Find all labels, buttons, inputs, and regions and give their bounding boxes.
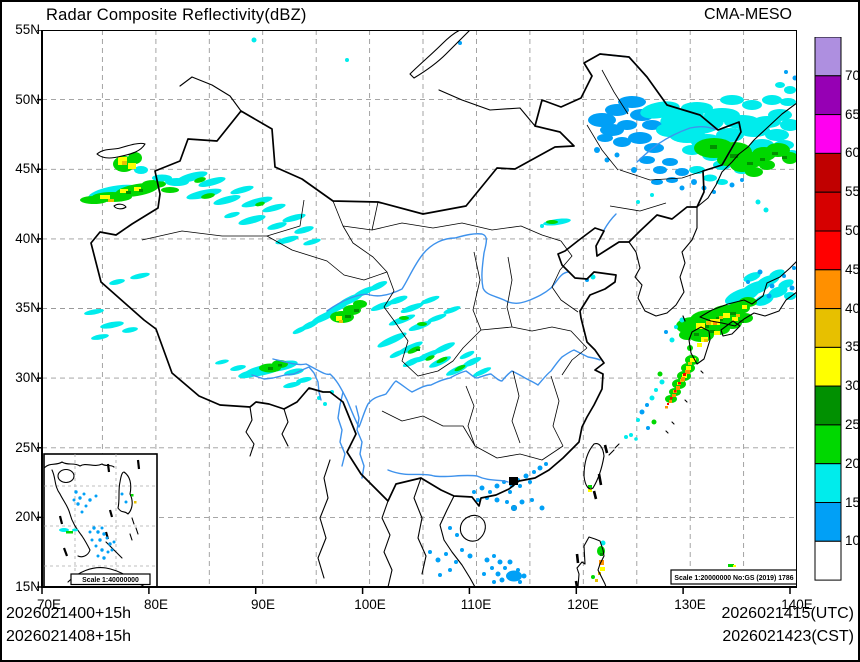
colorbar-segment-15-20 — [814, 463, 842, 504]
map-frame — [41, 30, 797, 588]
lon-tick-100e: 100E — [354, 597, 386, 612]
lat-tick-40n: 40N — [15, 231, 40, 246]
national-borders — [90, 53, 742, 507]
colorbar-segment-lt10 — [814, 540, 842, 581]
echo-south-china-coast — [472, 462, 548, 511]
map-scale-box: Scale 1:20000000 No:GS (2019) 1786 — [670, 564, 797, 585]
axis-ticks-bottom — [41, 587, 791, 594]
colorbar-segment-60-65 — [814, 114, 842, 154]
lon-tick-70e: 70E — [36, 597, 62, 612]
cb-label-30: 30 — [845, 378, 860, 393]
axis-ticks-left — [37, 30, 42, 588]
cb-label-25: 25 — [845, 417, 860, 432]
colorbar-segment-10-15 — [814, 502, 842, 542]
lon-tick-130e: 130E — [674, 597, 706, 612]
lat-tick-30n: 30N — [15, 370, 40, 385]
cb-label-65: 65 — [845, 107, 860, 122]
inset-map: Scale 1:40000000 — [43, 453, 158, 587]
colorbar-segment-45-50 — [814, 230, 842, 271]
init-time-cst: 2026021408+15h — [6, 627, 132, 645]
echo-northern-xinjiang — [80, 152, 189, 204]
colorbar-segment-40-45 — [814, 269, 842, 310]
cb-label-20: 20 — [845, 456, 860, 471]
init-time-utc: 2026021400+15h — [6, 605, 132, 622]
cb-label-60: 60 — [845, 145, 860, 160]
cb-label-70: 70 — [845, 68, 860, 83]
page-title: Radar Composite Reflectivity(dBZ) — [46, 6, 307, 24]
lat-tick-55n: 55N — [15, 22, 40, 37]
echo-luzon — [591, 540, 606, 582]
cb-label-45: 45 — [845, 262, 860, 277]
lat-tick-25n: 25N — [15, 440, 40, 455]
cb-label-35: 35 — [845, 339, 860, 354]
lat-tick-35n: 35N — [15, 300, 40, 315]
nine-dash-line — [574, 444, 609, 587]
lon-tick-120e: 120E — [567, 597, 599, 612]
colorbar-segment-gt70 — [814, 37, 842, 77]
colorbar-segment-30-35 — [814, 346, 842, 387]
inset-scale-box: Scale 1:40000000 — [70, 573, 151, 586]
echo-north-specks — [251, 37, 462, 62]
province-boundaries — [141, 69, 704, 461]
init-times: 2026021400+15h 2026021408+15h — [6, 603, 131, 648]
cb-label-50: 50 — [845, 223, 860, 238]
valid-times: 2026021415(UTC) 2026021423(CST) — [721, 603, 854, 648]
echo-northeast — [588, 70, 797, 213]
inset-nine-dash — [58, 459, 141, 557]
scale-box-echo-speck — [728, 564, 734, 567]
radar-echoes — [80, 37, 797, 584]
echo-sichuan-streaks — [317, 332, 492, 406]
model-name: CMA-MESO — [704, 6, 792, 23]
echo-east-xinjiang-streaks — [84, 171, 321, 340]
echo-taiwan — [588, 433, 638, 492]
inset-echoes — [59, 490, 137, 560]
lon-tick-110e: 110E — [460, 597, 492, 612]
lat-tick-15n: 15N — [15, 579, 40, 594]
colorbar-segment-25-30 — [814, 385, 842, 426]
cb-label-55: 55 — [845, 184, 860, 199]
colorbar-segment-20-25 — [814, 424, 842, 465]
cb-label-15: 15 — [845, 495, 860, 510]
echo-ryukyu-line — [636, 355, 699, 430]
colorbar-segment-65-70 — [814, 75, 842, 116]
pearl-river-delta-mark — [509, 477, 518, 485]
inset-scale-label: Scale 1:40000000 — [82, 577, 139, 584]
lon-tick-80e: 80E — [143, 597, 169, 612]
valid-time-cst: 2026021423(CST) — [722, 627, 854, 645]
map-scale-label: Scale 1:20000000 No:GS (2019) 1786 — [674, 575, 793, 582]
lon-tick-140e: 140E — [781, 597, 813, 612]
echo-south-china-sea — [428, 526, 527, 584]
lon-tick-90e: 90E — [250, 597, 276, 612]
valid-time-utc: 2026021415(UTC) — [721, 605, 854, 622]
inset-grid — [44, 454, 157, 587]
lat-tick-50n: 50N — [15, 92, 40, 107]
echo-tibet — [215, 359, 312, 389]
echo-central-china — [292, 280, 461, 335]
echo-hebei-streak — [540, 218, 596, 282]
map: Scale 1:40000000 Scale 1:20000000 No:GS … — [37, 30, 797, 594]
colorbar-segment-55-60 — [814, 152, 842, 193]
coastlines — [96, 30, 797, 587]
colorbar-segment-50-55 — [814, 191, 842, 232]
colorbar — [814, 37, 842, 581]
lat-tick-20n: 20N — [15, 509, 40, 524]
cb-label-40: 40 — [845, 301, 860, 316]
cb-label-10: 10 — [845, 533, 860, 548]
colorbar-segment-35-40 — [814, 308, 842, 348]
lat-tick-45n: 45N — [15, 161, 40, 176]
